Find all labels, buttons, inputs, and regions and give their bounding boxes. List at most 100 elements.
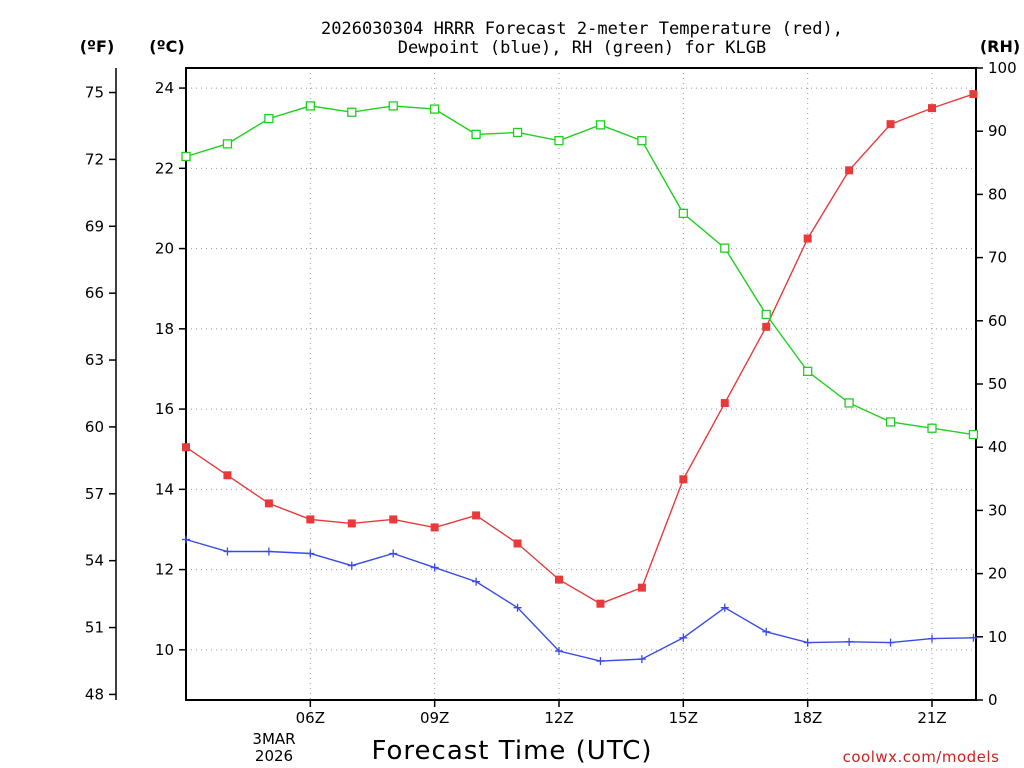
rh-point [595, 120, 606, 130]
temperature-point [886, 120, 895, 129]
fahrenheit-tick-label: 48 [85, 685, 104, 703]
dewpoint-point [306, 549, 315, 558]
dewpoint-point [886, 638, 895, 647]
celsius-tick-label: 20 [155, 240, 174, 258]
rh-tick-label: 40 [988, 438, 1007, 456]
fahrenheit-tick-label: 60 [85, 418, 104, 436]
fahrenheit-tick-label: 75 [85, 84, 104, 102]
fahrenheit-tick-label: 57 [85, 485, 104, 503]
dewpoint-point [969, 633, 978, 642]
rh-point [803, 366, 813, 377]
dewpoint-point [762, 627, 771, 636]
rh-tick-label: 100 [988, 59, 1017, 77]
x-tick-label: 09Z [420, 709, 449, 727]
data-series [181, 90, 979, 666]
rh-unit-label: (RH) [980, 37, 1020, 56]
celsius-tick-label: 24 [155, 79, 174, 97]
temperature-point [347, 519, 356, 528]
fahrenheit-tick-label: 63 [85, 351, 104, 369]
credit-text: coolwx.com/models [843, 748, 1000, 766]
temperature-point [182, 443, 190, 452]
rh-point [885, 417, 896, 427]
rh-point [720, 243, 730, 253]
dewpoint-point [182, 535, 190, 544]
temperature-point [720, 399, 729, 408]
temperature-point [845, 166, 854, 175]
rh-point [471, 129, 481, 140]
dewpoint-point [513, 603, 522, 612]
celsius-tick-label: 10 [155, 641, 174, 659]
dewpoint-point [928, 634, 936, 643]
rh-point [430, 104, 440, 114]
temperature-point [389, 515, 398, 524]
rh-tick-label: 60 [988, 312, 1007, 330]
temperature-point [430, 523, 439, 532]
dewpoint-point [555, 647, 563, 656]
dewpoint-point [720, 603, 729, 612]
rh-point [264, 113, 274, 124]
rh-point [305, 101, 315, 111]
dewpoint-point [264, 547, 273, 556]
temperature-point [264, 499, 273, 508]
x-tick-label: 15Z [669, 709, 698, 727]
rh-point [968, 429, 979, 440]
dewpoint-point [347, 561, 356, 570]
rh-tick-label: 10 [988, 628, 1007, 646]
fahrenheit-tick-label: 51 [85, 619, 104, 637]
grid-lines [186, 68, 976, 700]
x-axis-label: Forecast Time (UTC) [371, 736, 652, 766]
celsius-unit-label: (ºC) [149, 37, 184, 56]
temperature-point [928, 104, 936, 113]
temperature-point [513, 539, 522, 548]
rh-line [185, 105, 974, 436]
celsius-tick-label: 18 [155, 320, 174, 338]
rh-tick-label: 20 [988, 565, 1007, 583]
rh-tick-label: 30 [988, 501, 1007, 519]
axes: 10 12 14 16 18 20 22 24 48 51 54 57 60 63 66 69 72 75 0 10 2… [85, 59, 1017, 727]
series-dewpoint [182, 535, 978, 666]
date-label-day: 3MAR [252, 730, 295, 748]
temperature-line [185, 93, 974, 605]
temperature-point [679, 475, 688, 484]
rh-point [678, 208, 688, 219]
fahrenheit-tick-label: 69 [85, 217, 104, 235]
dewpoint-point [223, 547, 232, 556]
temperature-point [223, 471, 232, 480]
rh-point [844, 398, 854, 408]
date-label-year: 2026 [255, 747, 293, 765]
rh-point [181, 151, 191, 162]
rh-tick-label: 90 [988, 122, 1007, 140]
fahrenheit-tick-label: 72 [85, 150, 104, 168]
rh-point [388, 101, 398, 111]
chart-title-line-2: Dewpoint (blue), RH (green) for KLGB [398, 38, 766, 58]
temperature-point [555, 575, 563, 584]
celsius-tick-label: 12 [155, 561, 174, 579]
dewpoint-point [389, 549, 398, 558]
chart-title-line-1: 2026030304 HRRR Forecast 2-meter Tempera… [321, 19, 843, 39]
rh-point [761, 309, 771, 320]
dewpoint-point [679, 633, 688, 642]
x-tick-label: 18Z [793, 709, 822, 727]
temperature-point [762, 322, 771, 331]
temperature-point [803, 234, 812, 243]
dewpoint-point [803, 638, 812, 647]
dewpoint-point [430, 563, 439, 572]
rh-point [222, 139, 233, 149]
x-tick-label: 06Z [296, 709, 325, 727]
celsius-tick-label: 16 [155, 400, 174, 418]
temperature-point [596, 599, 605, 608]
fahrenheit-tick-label: 66 [85, 284, 104, 302]
rh-tick-label: 50 [988, 375, 1007, 393]
rh-tick-label: 0 [988, 691, 998, 709]
celsius-tick-label: 22 [155, 159, 174, 177]
temperature-point [306, 515, 315, 524]
dewpoint-line [185, 538, 974, 662]
rh-point [554, 136, 564, 146]
rh-tick-label: 80 [988, 185, 1007, 203]
series-rh [181, 101, 979, 440]
temperature-point [472, 511, 481, 520]
rh-point [927, 423, 937, 433]
x-tick-label: 12Z [544, 709, 573, 727]
plot-border [185, 67, 977, 701]
